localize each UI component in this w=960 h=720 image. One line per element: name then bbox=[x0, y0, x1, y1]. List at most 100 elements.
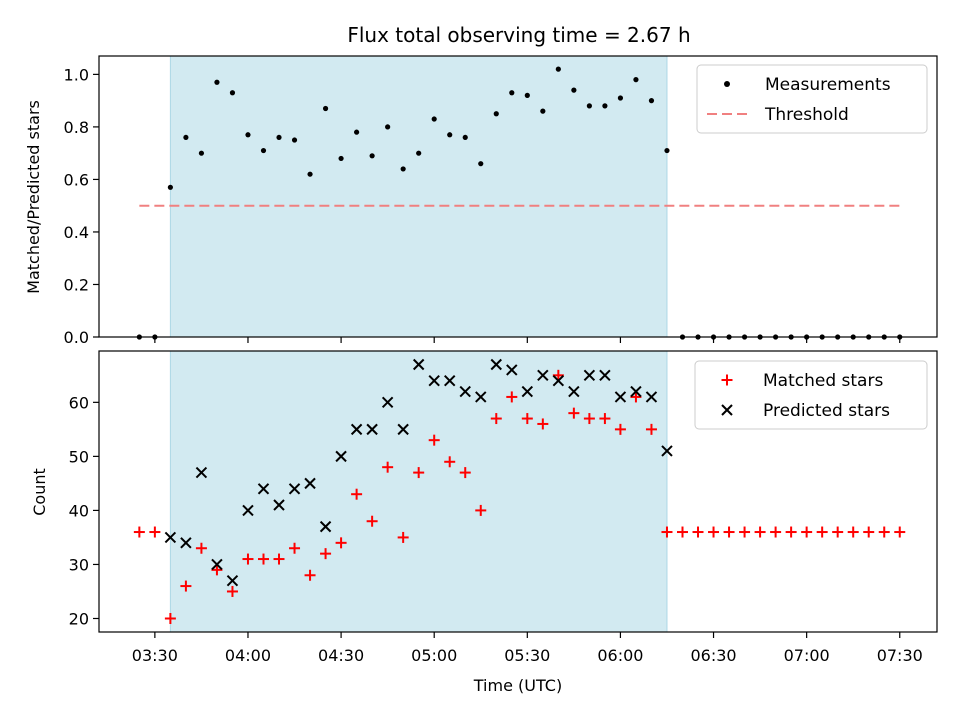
matched-point bbox=[475, 504, 487, 516]
top-legend: Measurements Threshold bbox=[696, 64, 928, 134]
measurement-point bbox=[462, 134, 468, 141]
matched-point bbox=[506, 391, 518, 403]
predicted-point bbox=[645, 391, 658, 403]
top-plot-frame bbox=[98, 55, 938, 338]
y-tick-label: 0.2 bbox=[64, 275, 89, 294]
matched-point bbox=[863, 526, 875, 538]
measurement-point bbox=[617, 95, 624, 101]
top-panel: 0.0 0.2 0.4 0.6 0.8 1.0 Matched/Predicted sta… bbox=[24, 55, 938, 347]
measurement-point bbox=[524, 92, 530, 98]
measurement-point bbox=[354, 129, 360, 135]
y-tick-label: 40 bbox=[69, 501, 89, 520]
matched-point bbox=[195, 542, 207, 554]
matched-point bbox=[226, 585, 238, 597]
matched-point bbox=[894, 526, 906, 538]
predicted-point bbox=[335, 450, 347, 463]
matched-point bbox=[785, 526, 797, 538]
matched-point bbox=[273, 553, 285, 565]
measurement-point bbox=[493, 111, 499, 117]
matched-point bbox=[583, 413, 595, 425]
x-tick-label: 07:00 bbox=[784, 646, 830, 665]
measurement-point bbox=[571, 87, 577, 93]
x-tick-label: 04:00 bbox=[225, 646, 271, 665]
legend-label-matched: Matched stars bbox=[763, 371, 883, 391]
matched-point bbox=[599, 413, 611, 425]
predicted-point bbox=[273, 499, 285, 511]
measurement-point bbox=[291, 137, 298, 143]
matched-point bbox=[770, 526, 782, 538]
predicted-point bbox=[506, 364, 518, 376]
measurement-point bbox=[602, 103, 608, 109]
predicted-point bbox=[614, 391, 627, 403]
predicted-point bbox=[242, 504, 254, 517]
matched-point bbox=[366, 515, 378, 527]
matched-point bbox=[537, 418, 549, 430]
bottom-plot-frame bbox=[98, 350, 938, 633]
matched-point bbox=[630, 391, 642, 403]
matched-point bbox=[444, 456, 456, 468]
predicted-point bbox=[568, 385, 580, 398]
predicted-point bbox=[304, 477, 316, 490]
matched-point bbox=[878, 526, 890, 538]
y-tick-label: 20 bbox=[69, 609, 89, 628]
measurement-point bbox=[198, 150, 205, 156]
matched-point bbox=[242, 553, 254, 565]
y-tick-label: 0.8 bbox=[64, 118, 89, 137]
predicted-point bbox=[164, 531, 177, 544]
bottom-panel: 20 30 40 50 60 03:30 04:00 04:30 05:00 05:30 06:0… bbox=[30, 350, 938, 695]
matched-point bbox=[661, 526, 673, 538]
matched-point bbox=[708, 526, 720, 538]
matched-point bbox=[397, 531, 409, 543]
matched-point bbox=[459, 467, 471, 479]
measurement-point bbox=[229, 90, 236, 96]
y-tick-label: 60 bbox=[69, 393, 89, 412]
matched-point bbox=[382, 461, 394, 473]
predicted-point bbox=[195, 466, 208, 479]
top-y-axis-label: Matched/Predicted stars bbox=[24, 100, 43, 294]
measurement-point bbox=[260, 147, 267, 154]
matched-point bbox=[335, 537, 347, 549]
matched-point bbox=[133, 526, 145, 538]
matched-point bbox=[614, 423, 626, 435]
bottom-y-axis-label: Count bbox=[30, 468, 49, 516]
matched-point bbox=[552, 369, 564, 381]
bottom-series bbox=[133, 358, 906, 624]
measurement-point bbox=[245, 132, 251, 138]
predicted-point bbox=[444, 375, 456, 387]
matched-point bbox=[289, 542, 301, 554]
top-x-axis bbox=[154, 337, 901, 343]
measurement-point bbox=[385, 124, 391, 130]
predicted-point bbox=[257, 483, 270, 495]
predicted-point bbox=[428, 375, 440, 387]
measurement-point bbox=[447, 132, 453, 138]
measurement-point bbox=[322, 105, 329, 112]
top-y-axis: 0.0 0.2 0.4 0.6 0.8 1.0 bbox=[64, 65, 99, 347]
matched-point bbox=[754, 526, 766, 538]
predicted-point bbox=[288, 483, 301, 495]
x-tick-label: 05:00 bbox=[411, 646, 457, 665]
y-tick-label: 0.0 bbox=[64, 328, 89, 347]
matched-point bbox=[521, 413, 533, 425]
matched-point bbox=[816, 526, 828, 538]
x-tick-label: 06:30 bbox=[690, 646, 736, 665]
measurement-point bbox=[400, 166, 406, 172]
legend-label-measurements: Measurements bbox=[765, 75, 891, 95]
predicted-point bbox=[381, 396, 394, 409]
matched-point bbox=[692, 526, 704, 538]
predicted-point bbox=[459, 385, 471, 398]
matched-point bbox=[180, 580, 192, 592]
measurement-point bbox=[338, 155, 344, 162]
x-axis-label: Time (UTC) bbox=[473, 676, 562, 695]
measurement-point bbox=[416, 150, 422, 156]
matched-point bbox=[413, 467, 425, 479]
measurement-point bbox=[478, 161, 484, 167]
matched-point bbox=[164, 612, 176, 624]
x-tick-label: 04:30 bbox=[318, 646, 364, 665]
predicted-point bbox=[583, 369, 596, 382]
predicted-point bbox=[412, 358, 425, 371]
matched-point bbox=[428, 434, 440, 446]
predicted-point bbox=[490, 358, 502, 371]
legend-marker-predicted bbox=[721, 404, 733, 416]
measurement-point bbox=[167, 184, 173, 190]
